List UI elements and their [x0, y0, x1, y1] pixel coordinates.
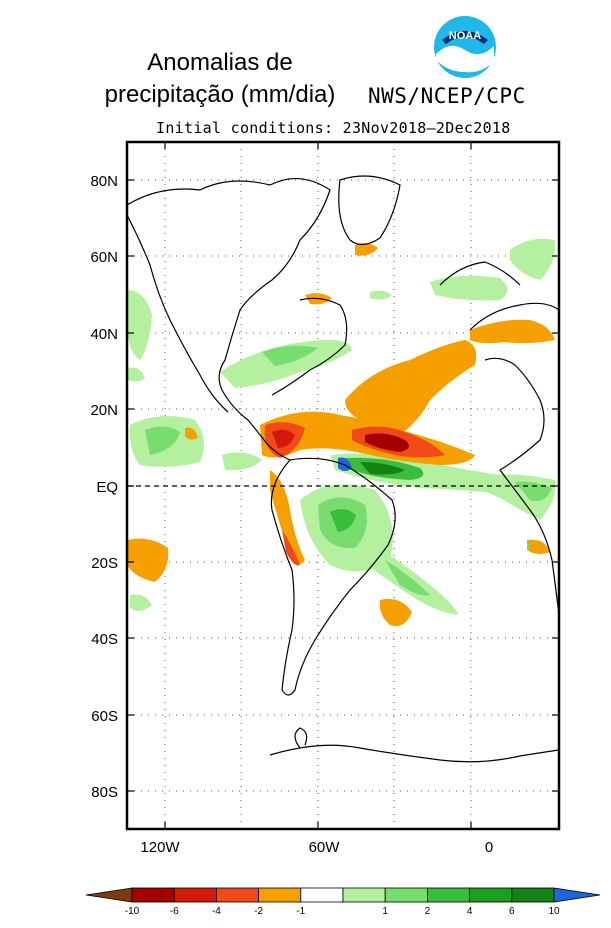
lat-label-40n: 40N	[90, 326, 118, 343]
lat-label-60n: 60N	[90, 249, 118, 266]
map-title-line2: precipitação (mm/dia)	[104, 81, 336, 108]
lat-label-40s: 40S	[91, 631, 118, 648]
colorbar-arrow-high	[553, 887, 601, 903]
lon-label-120w: 120W	[140, 839, 180, 856]
colorbar-swatch	[511, 887, 555, 903]
colorbar-swatches	[85, 887, 601, 903]
noaa-logo: NOAA	[430, 12, 500, 82]
colorbar: -10 -6 -4 -2 -1 1 2 4 6 10	[85, 887, 601, 917]
colorbar-tick-label: 1	[382, 906, 388, 917]
colorbar-tick-label: 4	[467, 906, 473, 917]
colorbar-swatch	[426, 887, 470, 903]
initial-conditions-label: Initial conditions: 23Nov2018–2Dec2018	[156, 119, 511, 137]
colorbar-tick-label: -1	[296, 906, 305, 917]
axis-ticks	[127, 142, 559, 829]
colorbar-arrow-low	[85, 887, 133, 903]
colorbar-tick-label: -4	[212, 906, 221, 917]
noaa-logo-text: NOAA	[449, 30, 481, 42]
colorbar-tick-label: 2	[425, 906, 431, 917]
lat-label-eq: EQ	[96, 479, 118, 496]
lat-label-20n: 20N	[90, 402, 118, 419]
colorbar-tick-label: 6	[509, 906, 515, 917]
lat-label-20s: 20S	[91, 555, 118, 572]
colorbar-swatch	[384, 887, 428, 903]
lat-label-80n: 80N	[90, 173, 118, 190]
map-title-line1: Anomalias de	[147, 49, 293, 76]
coastlines	[126, 175, 560, 763]
agency-label: NWS/NCEP/CPC	[368, 84, 526, 108]
lon-label-60w: 60W	[309, 839, 341, 856]
colorbar-swatch	[131, 887, 175, 903]
colorbar-tick-label: 10	[548, 906, 560, 917]
colorbar-tick-label: -2	[254, 906, 263, 917]
colorbar-swatch	[173, 887, 217, 903]
precipitation-anomaly-map: 80N 60N 40N 20N EQ 20S 40S 60S 80S 120W …	[90, 140, 561, 856]
colorbar-tick-label: -10	[125, 906, 140, 917]
colorbar-swatch	[258, 887, 302, 903]
colorbar-swatch	[342, 887, 386, 903]
lon-label-0: 0	[485, 839, 493, 856]
colorbar-swatch	[215, 887, 259, 903]
colorbar-tick-label: -6	[170, 906, 179, 917]
colorbar-swatch	[469, 887, 513, 903]
lat-label-80s: 80S	[91, 784, 118, 801]
lat-label-60s: 60S	[91, 708, 118, 725]
colorbar-ticks: -10 -6 -4 -2 -1 1 2 4 6 10	[125, 906, 560, 917]
colorbar-swatch	[300, 887, 344, 903]
